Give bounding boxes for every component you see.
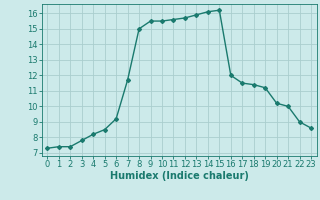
X-axis label: Humidex (Indice chaleur): Humidex (Indice chaleur)	[110, 171, 249, 181]
